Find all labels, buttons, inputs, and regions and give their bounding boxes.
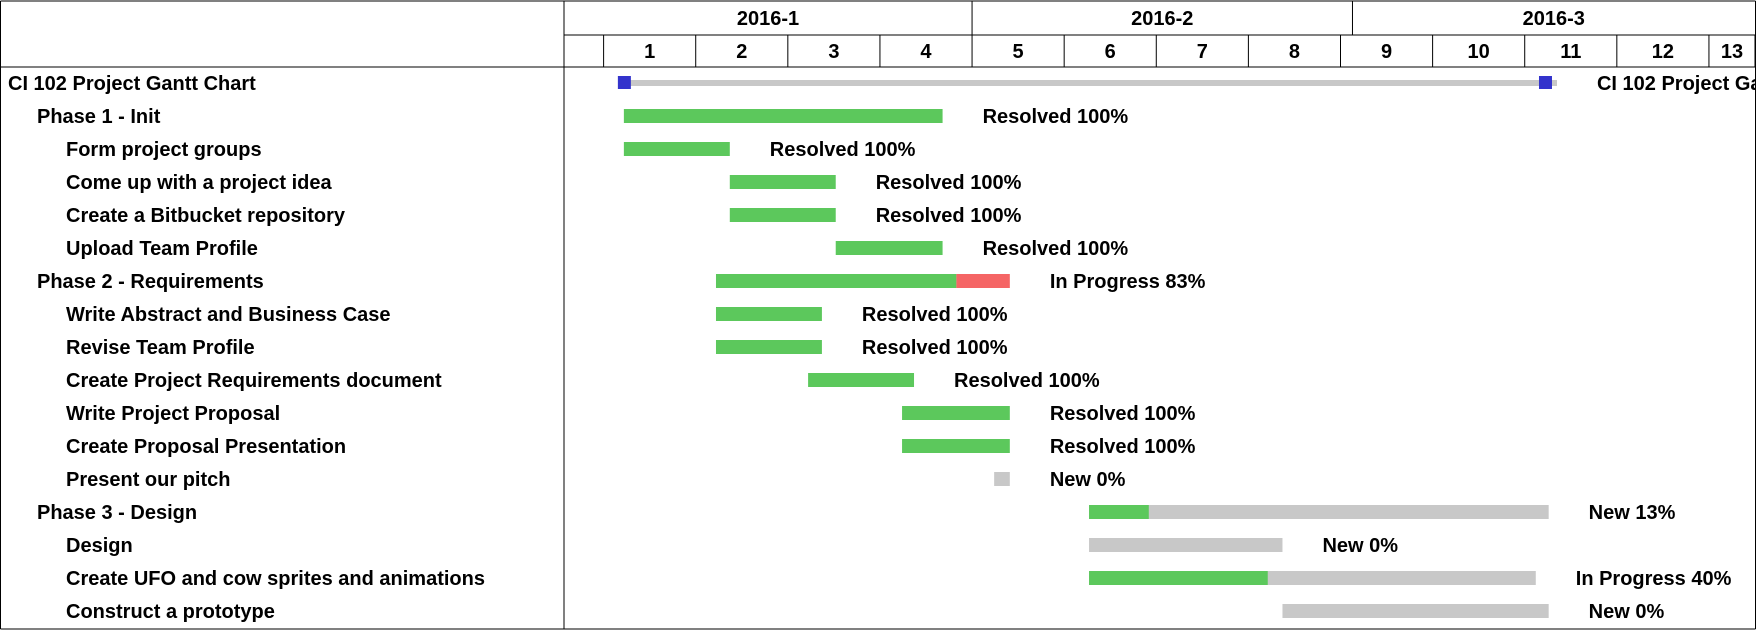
task-status-label: Resolved 100% [1050, 403, 1196, 425]
task-status-label: Resolved 100% [983, 238, 1129, 260]
task-bar-complete [729, 175, 836, 189]
task-bar-remaining [994, 472, 1010, 486]
task-bar-remaining [1089, 538, 1283, 552]
task-label: Create Project Requirements document [66, 370, 442, 392]
task-label: Create a Bitbucket repository [66, 205, 346, 227]
week-label: 7 [1197, 41, 1208, 63]
week-label: 2 [736, 41, 747, 63]
week-label: 12 [1652, 41, 1674, 63]
task-label-column: CI 102 Project Gantt Chart Phase 1 - Init… [8, 73, 485, 623]
task-status-label: Resolved 100% [770, 139, 916, 161]
phase-label: Phase 2 - Requirements [37, 271, 264, 293]
task-status-label: Resolved 100% [954, 370, 1100, 392]
project-span-bar [623, 80, 1557, 86]
task-status-label: In Progress 83% [1050, 271, 1206, 293]
task-status-label: New 0% [1050, 469, 1126, 491]
task-label: Upload Team Profile [66, 238, 258, 260]
task-bar-remaining [1089, 505, 1549, 519]
gantt-bars: CI 102 Project Gantt Chart Resolved 100% R… [617, 73, 1756, 623]
task-bar-complete [715, 274, 957, 288]
task-bar-complete [902, 439, 1010, 453]
task-bar-complete [715, 307, 822, 321]
task-bar-complete [715, 340, 822, 354]
task-label: Present our pitch [66, 469, 230, 491]
week-label: 13 [1721, 41, 1743, 63]
task-status-label: New 0% [1322, 535, 1398, 557]
period-label: 2016-3 [1523, 8, 1585, 30]
project-label: CI 102 Project Gantt Chart [8, 73, 256, 95]
task-bar-complete [623, 142, 730, 156]
task-bar-complete [1089, 571, 1268, 585]
week-label: 6 [1105, 41, 1116, 63]
week-label: 8 [1289, 41, 1300, 63]
task-label: Design [66, 535, 133, 557]
task-label: Create UFO and cow sprites and animation… [66, 568, 485, 590]
period-label: 2016-1 [737, 8, 799, 30]
task-bar-complete [729, 208, 836, 222]
task-status-label: Resolved 100% [862, 337, 1008, 359]
week-label: 10 [1468, 41, 1490, 63]
task-bar-complete [1089, 505, 1149, 519]
timeline-header: 2016-1 2016-2 2016-31 2 3 4 5 6 7 8 9 10 11 12 13 [644, 8, 1743, 63]
week-label: 3 [828, 41, 839, 63]
project-start-milestone [617, 76, 631, 89]
period-label: 2016-2 [1131, 8, 1193, 30]
task-status-label: Resolved 100% [1050, 436, 1196, 458]
task-label: Write Abstract and Business Case [66, 304, 391, 326]
task-label: Revise Team Profile [66, 337, 255, 359]
project-bar-label: CI 102 Project Gantt Chart [1597, 73, 1756, 95]
task-bar-complete [623, 109, 943, 123]
task-status-label: Resolved 100% [876, 172, 1022, 194]
week-label: 5 [1013, 41, 1024, 63]
task-bar-remaining [1282, 604, 1549, 618]
week-label: 4 [920, 41, 932, 63]
task-label: Form project groups [66, 139, 262, 161]
task-status-label: Resolved 100% [983, 106, 1129, 128]
task-status-label: Resolved 100% [876, 205, 1022, 227]
task-status-label: New 13% [1589, 502, 1676, 524]
project-end-milestone [1538, 76, 1552, 89]
task-label: Create Proposal Presentation [66, 436, 346, 458]
task-label: Write Project Proposal [66, 403, 280, 425]
task-status-label: New 0% [1589, 601, 1665, 623]
task-bar-complete [835, 241, 943, 255]
task-bar-complete [808, 373, 915, 387]
task-label: Come up with a project idea [66, 172, 332, 194]
phase-label: Phase 3 - Design [37, 502, 197, 524]
week-label: 9 [1381, 41, 1392, 63]
task-status-label: In Progress 40% [1576, 568, 1732, 590]
week-label: 11 [1560, 41, 1581, 63]
task-status-label: Resolved 100% [862, 304, 1008, 326]
task-label: Construct a prototype [66, 601, 275, 623]
phase-label: Phase 1 - Init [37, 106, 161, 128]
task-bar-overdue [956, 274, 1010, 288]
task-bar-complete [902, 406, 1010, 420]
week-label: 1 [644, 41, 655, 63]
